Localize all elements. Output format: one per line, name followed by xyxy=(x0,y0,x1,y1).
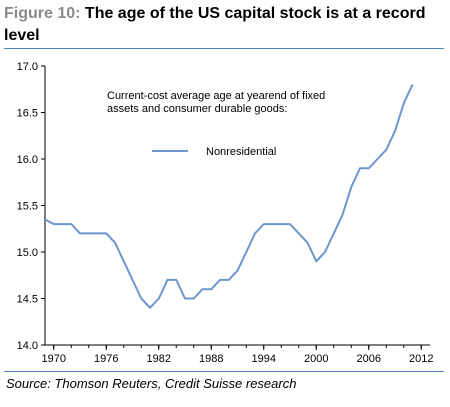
series-line-nonresidential xyxy=(44,84,414,309)
source-divider xyxy=(4,371,444,372)
source-note: Source: Thomson Reuters, Credit Suisse r… xyxy=(6,376,297,391)
annotation-line: Current-cost average age at yearend of f… xyxy=(107,90,325,102)
x-tick-label: 2012 xyxy=(409,353,433,365)
y-tick-label: 16.0 xyxy=(17,154,38,166)
x-tick-label: 1970 xyxy=(42,353,66,365)
y-tick-label: 17.0 xyxy=(17,61,38,73)
y-tick-label: 15.5 xyxy=(17,201,38,213)
figure-title-text: The age of the US capital stock is at a … xyxy=(4,5,426,44)
x-tick-label: 2006 xyxy=(357,353,381,365)
x-tick-label: 1982 xyxy=(147,353,171,365)
x-tick-label: 1994 xyxy=(252,353,276,365)
x-tick-label: 1976 xyxy=(94,353,118,365)
y-tick-label: 16.5 xyxy=(17,108,38,120)
title-divider xyxy=(4,48,444,49)
line-chart: 14.0 14.5 15.0 15.5 16.0 16.5 17.0 1970 1976 1982… xyxy=(17,61,434,365)
figure-label: Figure 10: xyxy=(4,5,81,22)
x-tick-label: 1988 xyxy=(199,353,223,365)
y-tick-label: 14.5 xyxy=(17,294,38,306)
figure-title: Figure 10: The age of the US capital sto… xyxy=(4,3,446,47)
y-tick-label: 14.0 xyxy=(17,340,38,352)
y-tick-label: 15.0 xyxy=(17,247,38,259)
chart-axes: 14.0 14.5 15.0 15.5 16.0 16.5 17.0 1970 1976 1982… xyxy=(17,61,434,365)
legend-label: Nonresidential xyxy=(206,146,276,158)
chart-annotation: Current-cost average age at yearend of f… xyxy=(107,90,325,158)
annotation-line: assets and consumer durable goods: xyxy=(107,103,287,115)
chart-series xyxy=(44,84,414,309)
x-tick-label: 2000 xyxy=(304,353,328,365)
